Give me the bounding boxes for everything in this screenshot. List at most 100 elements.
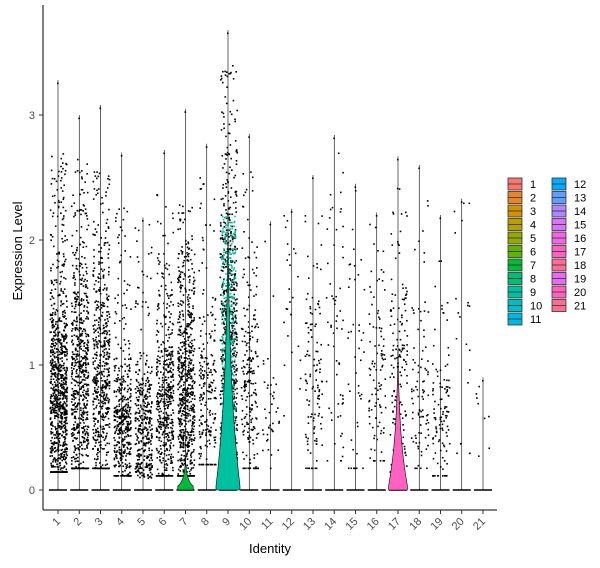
points-cluster-20 bbox=[453, 201, 471, 455]
legend-item-9: 9 bbox=[507, 285, 536, 299]
x-axis-ticks: 1 2 3 4 5 6 7 8 9 10 11 12 13 14 15 16 17 18 19 20 21 bbox=[50, 510, 488, 533]
x-tick-label: 3 bbox=[93, 516, 106, 529]
points-cluster-3 bbox=[92, 107, 111, 470]
legend-label: 20 bbox=[574, 287, 586, 299]
x-tick-label: 19 bbox=[428, 516, 445, 533]
violin-5 bbox=[134, 217, 152, 491]
legend-item-2: 2 bbox=[507, 191, 536, 205]
y-axis-title: Expression Level bbox=[10, 201, 25, 300]
legend-label: 2 bbox=[530, 193, 536, 205]
violin-14 bbox=[325, 135, 344, 491]
legend-item-19: 19 bbox=[551, 272, 586, 286]
violin-16 bbox=[367, 212, 386, 491]
legend-item-6: 6 bbox=[507, 245, 536, 259]
legend-item-15: 15 bbox=[551, 218, 586, 232]
x-tick-label: 13 bbox=[301, 516, 318, 533]
violin-body-9 bbox=[215, 229, 241, 491]
violin-21 bbox=[474, 377, 492, 491]
x-tick-label: 4 bbox=[114, 516, 127, 529]
x-tick-label: 16 bbox=[365, 516, 382, 533]
violin-8 bbox=[197, 143, 216, 491]
legend-item-18: 18 bbox=[551, 258, 586, 272]
legend-item-5: 5 bbox=[507, 231, 536, 245]
points-cluster-5 bbox=[134, 220, 153, 480]
x-tick-label: 8 bbox=[199, 516, 212, 529]
legend-label: 6 bbox=[530, 247, 536, 259]
violin-19 bbox=[431, 215, 450, 491]
violin-body-7 bbox=[177, 459, 194, 491]
legend-label: 10 bbox=[530, 301, 542, 313]
x-tick-label: 15 bbox=[343, 516, 360, 533]
legend-label: 17 bbox=[574, 247, 586, 259]
legend-item-1: 1 bbox=[507, 177, 536, 191]
legend-label: 9 bbox=[530, 287, 536, 299]
legend-item-10: 10 bbox=[507, 299, 542, 313]
legend-label: 19 bbox=[574, 274, 586, 286]
legend-item-16: 16 bbox=[551, 231, 586, 245]
points-cluster-6 bbox=[155, 152, 175, 477]
violin-1 bbox=[49, 80, 67, 491]
legend-label: 15 bbox=[574, 220, 586, 232]
legend-label: 7 bbox=[530, 260, 536, 272]
points-cluster-11 bbox=[262, 223, 280, 470]
violin-body-17 bbox=[388, 349, 408, 491]
violin-10 bbox=[240, 133, 259, 491]
legend-item-8: 8 bbox=[507, 272, 536, 286]
points-cluster-1 bbox=[49, 82, 69, 473]
jitter-points bbox=[49, 32, 490, 480]
legend-item-7: 7 bbox=[507, 258, 536, 272]
points-cluster-13 bbox=[304, 177, 323, 470]
legend-label: 3 bbox=[530, 206, 536, 218]
points-cluster-4 bbox=[113, 155, 132, 477]
x-tick-label: 5 bbox=[135, 516, 148, 529]
legend-label: 13 bbox=[574, 193, 586, 205]
legend-label: 16 bbox=[574, 233, 586, 245]
violin-11 bbox=[261, 221, 280, 491]
legend-item-14: 14 bbox=[551, 204, 586, 218]
violin-4 bbox=[112, 152, 131, 491]
violin-20 bbox=[452, 198, 471, 491]
violin-9 bbox=[215, 30, 241, 491]
violin-18 bbox=[410, 165, 429, 491]
violin-15 bbox=[346, 183, 365, 491]
x-axis-title: Identity bbox=[249, 541, 291, 556]
legend-label: 8 bbox=[530, 274, 536, 286]
y-axis-ticks: 0 1 2 3 bbox=[29, 110, 43, 497]
legend-item-12: 12 bbox=[551, 177, 586, 191]
violin-6 bbox=[155, 150, 174, 491]
x-tick-label: 20 bbox=[450, 516, 467, 533]
points-cluster-14 bbox=[325, 137, 345, 462]
points-cluster-8 bbox=[198, 146, 217, 466]
violin-13 bbox=[304, 175, 322, 491]
y-tick-label: 0 bbox=[29, 485, 35, 497]
legend-item-4: 4 bbox=[507, 218, 536, 232]
violin-7 bbox=[176, 108, 195, 491]
legend-item-20: 20 bbox=[551, 285, 586, 299]
points-cluster-16 bbox=[368, 215, 387, 462]
legend-label: 12 bbox=[574, 179, 586, 191]
violins bbox=[49, 30, 492, 491]
x-tick-label: 6 bbox=[157, 516, 170, 529]
y-tick-label: 3 bbox=[29, 110, 35, 122]
x-tick-label: 11 bbox=[259, 516, 276, 533]
legend-item-11: 11 bbox=[507, 312, 541, 326]
legend-label: 1 bbox=[530, 179, 536, 191]
legend-label: 14 bbox=[574, 206, 586, 218]
x-tick-label: 17 bbox=[386, 516, 403, 533]
x-tick-label: 14 bbox=[322, 516, 339, 533]
points-cluster-12 bbox=[283, 211, 302, 417]
legend-item-13: 13 bbox=[551, 191, 586, 205]
violin-12 bbox=[282, 208, 301, 491]
points-cluster-18 bbox=[410, 167, 430, 470]
x-tick-label: 21 bbox=[471, 516, 488, 533]
x-tick-label: 12 bbox=[280, 516, 297, 533]
x-tick-label: 2 bbox=[72, 516, 85, 529]
legend-label: 5 bbox=[530, 233, 536, 245]
legend-item-3: 3 bbox=[507, 204, 536, 218]
points-cluster-7 bbox=[177, 111, 196, 477]
legend-label: 21 bbox=[574, 301, 586, 313]
